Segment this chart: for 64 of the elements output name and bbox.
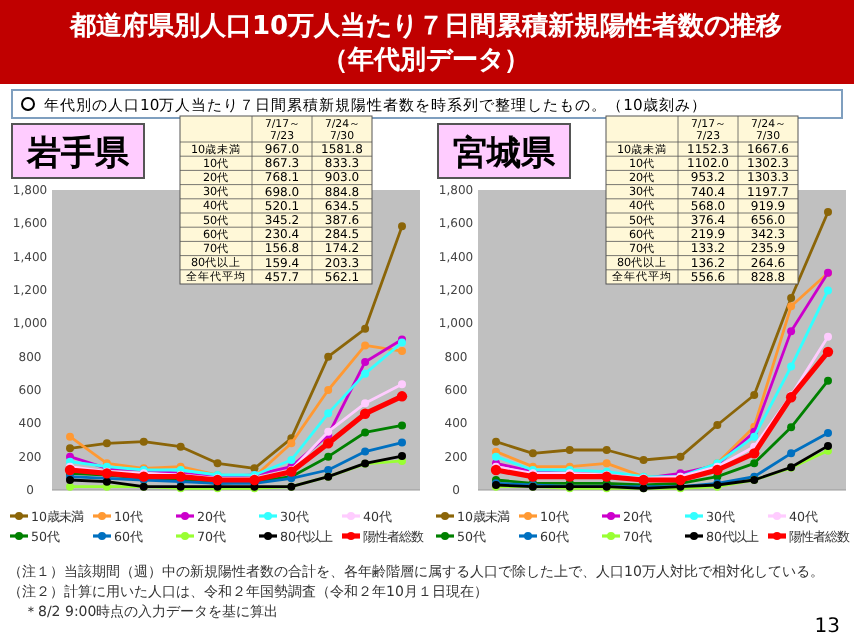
point (396, 391, 408, 402)
point (822, 346, 834, 358)
point (750, 432, 759, 441)
point (398, 222, 406, 231)
point (787, 302, 796, 311)
point (750, 391, 759, 399)
point (66, 432, 74, 441)
point (676, 452, 685, 461)
point (323, 438, 334, 449)
point (565, 446, 574, 454)
point (324, 409, 333, 418)
point (787, 423, 796, 432)
point (361, 428, 370, 437)
point (787, 362, 796, 371)
point (602, 446, 611, 454)
point (824, 332, 832, 341)
point (787, 293, 796, 302)
point (250, 464, 259, 473)
point (787, 449, 796, 458)
point (398, 347, 406, 356)
point (602, 459, 611, 468)
point (492, 437, 500, 446)
point (749, 448, 760, 459)
point (824, 441, 832, 450)
point (490, 464, 502, 476)
point (675, 474, 686, 486)
point (787, 327, 796, 336)
point (64, 464, 76, 476)
point (324, 452, 333, 461)
point (712, 464, 723, 476)
point (398, 421, 406, 430)
point (361, 447, 370, 456)
point (639, 456, 648, 464)
point (750, 459, 759, 468)
point (139, 437, 148, 446)
point (824, 286, 832, 295)
point (398, 380, 406, 389)
point (213, 459, 222, 468)
chart-title: 岩手県 (25, 134, 131, 174)
point (824, 208, 832, 217)
point (528, 449, 537, 458)
point (359, 408, 371, 419)
point (324, 466, 333, 474)
point (324, 352, 333, 361)
point (824, 376, 832, 385)
point (176, 442, 185, 451)
text: 13 (814, 616, 840, 638)
point (66, 482, 74, 491)
point (713, 421, 722, 429)
point (361, 324, 370, 333)
point (66, 444, 74, 453)
point (361, 357, 370, 366)
point (398, 438, 406, 447)
point (102, 439, 111, 448)
point (492, 452, 500, 461)
point (324, 386, 333, 394)
point (361, 341, 370, 350)
point (824, 428, 832, 437)
point (361, 369, 370, 378)
point (287, 439, 296, 448)
chart-title: 宮城県 (453, 134, 557, 174)
point (361, 399, 370, 408)
point (287, 456, 296, 464)
text: 都道府県別人口10万人当たり７日間累積新規陽性者数の推移（年代別データ） (67, 10, 783, 76)
